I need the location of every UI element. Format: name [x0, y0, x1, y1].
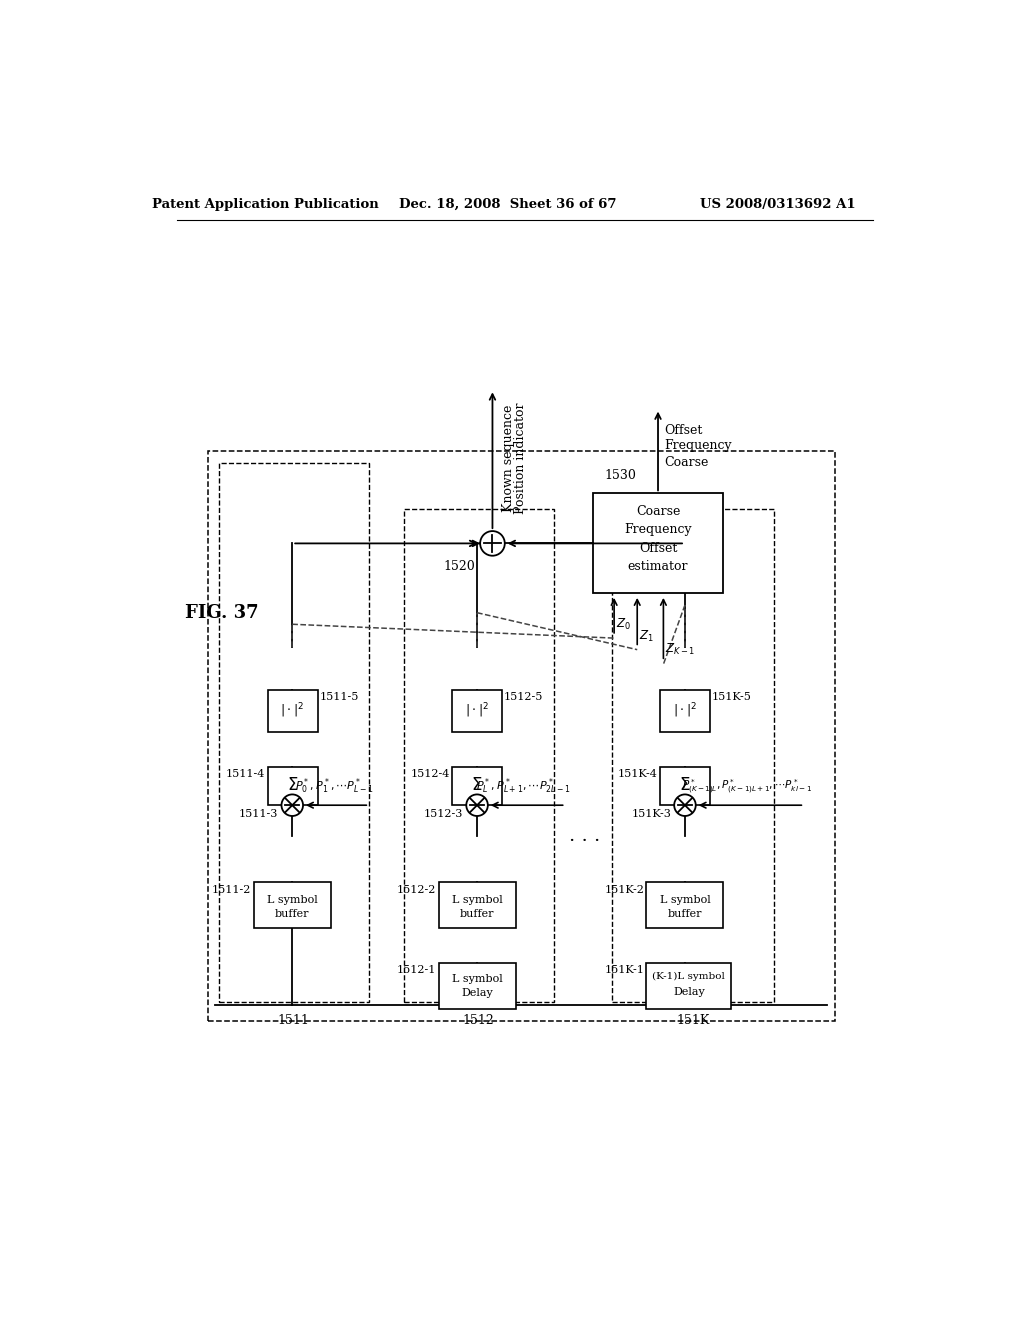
Circle shape — [674, 795, 695, 816]
Text: L symbol: L symbol — [452, 974, 503, 985]
Text: $P_{(K-1)L}^*, P_{(K-1)L+1}^*, \cdots P_{kl-1}^*$: $P_{(K-1)L}^*, P_{(K-1)L+1}^*, \cdots P_… — [682, 777, 812, 796]
Text: 151K-4: 151K-4 — [618, 770, 658, 779]
Text: Offset: Offset — [665, 424, 702, 437]
Text: buffer: buffer — [275, 908, 309, 919]
Text: $\Sigma$: $\Sigma$ — [679, 777, 690, 795]
Text: 1512: 1512 — [463, 1014, 495, 1027]
Text: 1512-2: 1512-2 — [397, 884, 436, 895]
Bar — [403, 508, 554, 1002]
Bar — [611, 508, 773, 1002]
Text: Dec. 18, 2008  Sheet 36 of 67: Dec. 18, 2008 Sheet 36 of 67 — [399, 198, 616, 211]
Bar — [660, 689, 711, 733]
Text: 151K-5: 151K-5 — [712, 692, 752, 702]
Text: Known sequence: Known sequence — [502, 405, 515, 512]
Bar — [453, 767, 503, 805]
Bar — [593, 494, 724, 594]
Bar — [453, 689, 503, 733]
Bar — [267, 767, 317, 805]
Text: 151K-3: 151K-3 — [631, 809, 671, 818]
Text: 151K-1: 151K-1 — [604, 965, 644, 975]
Text: 151K-2: 151K-2 — [604, 884, 644, 895]
Text: 1511: 1511 — [278, 1014, 309, 1027]
Bar — [208, 451, 836, 1020]
Bar — [646, 964, 731, 1010]
Text: Position indicator: Position indicator — [514, 403, 527, 515]
Text: $Z_1$: $Z_1$ — [639, 628, 653, 644]
Text: Offset: Offset — [639, 543, 677, 554]
Text: 1512-1: 1512-1 — [397, 965, 436, 975]
Text: 1520: 1520 — [443, 561, 475, 573]
Text: 1512-5: 1512-5 — [504, 692, 544, 702]
Bar — [660, 767, 711, 805]
Bar — [646, 882, 724, 928]
Text: buffer: buffer — [460, 908, 495, 919]
Text: 1512-4: 1512-4 — [411, 770, 451, 779]
Text: L symbol: L symbol — [267, 895, 317, 904]
Text: $P_0^*, P_1^*, \cdots P_{L-1}^*$: $P_0^*, P_1^*, \cdots P_{L-1}^*$ — [295, 776, 374, 796]
Text: buffer: buffer — [668, 908, 702, 919]
Bar — [438, 964, 515, 1010]
Text: L symbol: L symbol — [452, 895, 503, 904]
Text: Coarse: Coarse — [665, 455, 709, 469]
Text: Delay: Delay — [673, 986, 705, 997]
Text: $P_L^*, P_{L+1}^*, \cdots P_{2L-1}^*$: $P_L^*, P_{L+1}^*, \cdots P_{2L-1}^*$ — [476, 776, 570, 796]
Circle shape — [282, 795, 303, 816]
Text: Frequency: Frequency — [625, 523, 692, 536]
Text: 1511-5: 1511-5 — [319, 692, 358, 702]
Text: 1511-2: 1511-2 — [212, 884, 252, 895]
Bar — [254, 882, 331, 928]
Circle shape — [466, 795, 487, 816]
Text: US 2008/0313692 A1: US 2008/0313692 A1 — [699, 198, 855, 211]
Bar — [438, 882, 515, 928]
Text: $|\cdot|^2$: $|\cdot|^2$ — [281, 701, 304, 719]
Text: 151K: 151K — [676, 1014, 710, 1027]
Text: $|\cdot|^2$: $|\cdot|^2$ — [673, 701, 697, 719]
Text: FIG. 37: FIG. 37 — [184, 603, 258, 622]
Text: estimator: estimator — [628, 560, 688, 573]
Text: 1511-4: 1511-4 — [226, 770, 265, 779]
Text: 1530: 1530 — [604, 469, 636, 482]
Text: Coarse: Coarse — [636, 504, 680, 517]
Text: Delay: Delay — [461, 989, 493, 998]
Text: 1511-3: 1511-3 — [239, 809, 279, 818]
Text: $|\cdot|^2$: $|\cdot|^2$ — [465, 701, 489, 719]
Text: $Z_0$: $Z_0$ — [615, 616, 631, 632]
Text: (K-1)L symbol: (K-1)L symbol — [652, 972, 725, 981]
Text: Patent Application Publication: Patent Application Publication — [152, 198, 379, 211]
Bar — [219, 462, 370, 1002]
Text: $\Sigma$: $\Sigma$ — [471, 777, 482, 795]
Circle shape — [480, 531, 505, 556]
Text: L symbol: L symbol — [659, 895, 711, 904]
Text: 1512-3: 1512-3 — [424, 809, 463, 818]
Text: $Z_{K-1}$: $Z_{K-1}$ — [665, 642, 695, 656]
Text: Frequency: Frequency — [665, 440, 732, 453]
Text: $\Sigma$: $\Sigma$ — [287, 777, 298, 795]
Text: . . .: . . . — [569, 828, 600, 845]
Bar — [267, 689, 317, 733]
